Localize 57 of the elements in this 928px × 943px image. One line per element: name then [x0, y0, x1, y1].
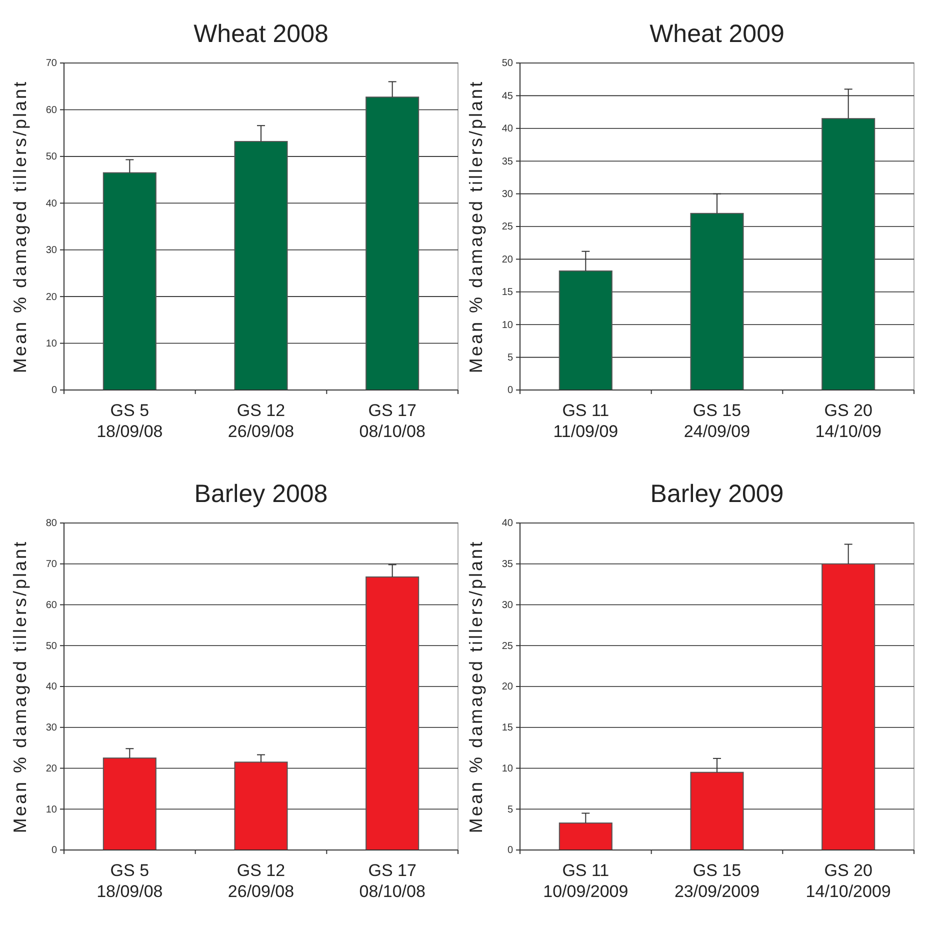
y-tick-label: 20 — [46, 763, 58, 774]
y-axis-title: Mean % damaged tillers/plant — [10, 80, 30, 374]
y-tick-label: 0 — [507, 385, 514, 396]
y-tick-label: 20 — [502, 254, 514, 266]
y-tick-label: 0 — [51, 385, 58, 396]
y-tick-label: 10 — [46, 804, 58, 816]
y-tick-label: 70 — [46, 58, 58, 70]
chart-title: Wheat 2009 — [650, 20, 784, 48]
y-tick-label: 50 — [46, 640, 58, 652]
y-tick-label: 30 — [502, 189, 514, 200]
y-tick-label: 30 — [502, 600, 514, 611]
x-tick-label: GS 12 26/09/08 — [228, 401, 294, 441]
x-tick-label: GS 17 08/10/08 — [359, 861, 426, 901]
y-tick-label: 15 — [502, 722, 514, 734]
y-tick-label: 70 — [46, 559, 58, 570]
y-tick-label: 15 — [502, 287, 514, 298]
x-tick-label: GS 5 18/09/08 — [96, 401, 163, 441]
y-axis-title: Mean % damaged tillers/plant — [466, 80, 486, 374]
chart-title: Barley 2008 — [194, 480, 328, 508]
y-tick-label: 0 — [507, 845, 514, 856]
y-axis-title: Mean % damaged tillers/plant — [466, 540, 486, 834]
x-tick-label: GS 20 14/10/2009 — [806, 861, 891, 901]
x-tick-label: GS 15 24/09/09 — [684, 401, 750, 441]
chart-title: Barley 2009 — [650, 480, 784, 508]
y-tick-label: 20 — [502, 682, 514, 693]
x-tick-label: GS 17 08/10/08 — [359, 401, 426, 441]
x-tick-label: GS 5 18/09/08 — [96, 861, 163, 901]
y-tick-label: 60 — [46, 104, 58, 116]
y-tick-label: 10 — [46, 338, 58, 350]
y-tick-label: 35 — [502, 156, 514, 168]
x-tick-label: GS 20 14/10/09 — [815, 401, 882, 441]
y-tick-label: 40 — [502, 124, 514, 135]
y-tick-label: 30 — [46, 245, 58, 256]
y-tick-label: 5 — [507, 352, 514, 364]
y-tick-label: 35 — [502, 559, 514, 570]
y-axis-title: Mean % damaged tillers/plant — [10, 540, 30, 834]
y-tick-label: 50 — [502, 58, 514, 70]
x-tick-label: GS 11 10/09/2009 — [543, 861, 628, 901]
y-tick-label: 50 — [46, 152, 58, 163]
y-tick-label: 40 — [46, 198, 58, 210]
y-tick-label: 0 — [51, 845, 58, 856]
y-tick-label: 10 — [502, 320, 514, 331]
x-tick-label: GS 15 23/09/2009 — [674, 861, 760, 901]
y-tick-label: 20 — [46, 292, 58, 303]
y-tick-label: 30 — [46, 722, 58, 734]
y-tick-label: 10 — [502, 763, 514, 774]
x-tick-label: GS 11 11/09/09 — [553, 401, 618, 441]
x-tick-label: GS 12 26/09/08 — [228, 861, 294, 901]
y-tick-label: 80 — [46, 518, 58, 530]
y-tick-label: 60 — [46, 600, 58, 611]
chart-title: Wheat 2008 — [194, 20, 328, 48]
y-tick-label: 25 — [502, 640, 514, 652]
y-tick-label: 5 — [507, 804, 514, 816]
y-tick-label: 45 — [502, 90, 514, 102]
y-tick-label: 40 — [46, 682, 58, 693]
y-tick-label: 25 — [502, 222, 514, 233]
y-tick-label: 40 — [502, 518, 514, 530]
